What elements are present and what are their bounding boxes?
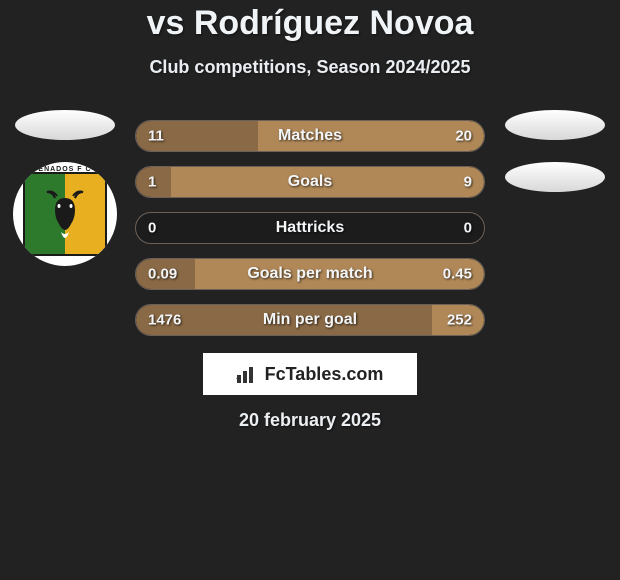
brand-chart-icon <box>237 365 259 383</box>
stat-value-left: 1 <box>148 174 156 191</box>
player-photo-placeholder-right-2 <box>505 162 605 192</box>
player-photo-placeholder-left <box>15 110 115 140</box>
stat-row: 1120Matches <box>135 120 485 152</box>
stat-value-right: 20 <box>455 128 472 145</box>
brand-badge[interactable]: FcTables.com <box>202 352 418 396</box>
stat-row: 19Goals <box>135 166 485 198</box>
stat-value-left: 11 <box>148 128 164 145</box>
club-crest-left: ENADOS F C YUCATAN <box>13 162 117 266</box>
stat-value-right: 0 <box>464 220 472 237</box>
stat-value-left: 0.09 <box>148 266 177 283</box>
subtitle: Club competitions, Season 2024/2025 <box>0 57 620 78</box>
page-title: vs Rodríguez Novoa <box>0 0 620 43</box>
player-photo-placeholder-right-1 <box>505 110 605 140</box>
stat-value-right: 9 <box>464 174 472 191</box>
left-player-column: ENADOS F C YUCATAN <box>10 110 120 266</box>
stat-row: 1476252Min per goal <box>135 304 485 336</box>
stat-value-left: 1476 <box>148 312 181 329</box>
right-player-column <box>500 110 610 214</box>
stat-row: 0.090.45Goals per match <box>135 258 485 290</box>
stats-bars: 1120Matches19Goals00Hattricks0.090.45Goa… <box>135 120 485 350</box>
stat-label: Hattricks <box>136 219 484 237</box>
infographic-container: vs Rodríguez Novoa Club competitions, Se… <box>0 0 620 580</box>
stat-fill-right <box>258 121 484 151</box>
stat-value-right: 0.45 <box>443 266 472 283</box>
stat-fill-right <box>171 167 484 197</box>
crest-shield <box>23 172 107 256</box>
stat-row: 0 0Hattricks <box>135 212 485 244</box>
date-line: 20 february 2025 <box>0 410 620 431</box>
stat-value-right: 252 <box>447 312 472 329</box>
stat-value-left: 0 <box>148 220 156 237</box>
stat-fill-right <box>195 259 484 289</box>
deer-icon <box>37 188 93 244</box>
brand-text: FcTables.com <box>265 364 384 385</box>
